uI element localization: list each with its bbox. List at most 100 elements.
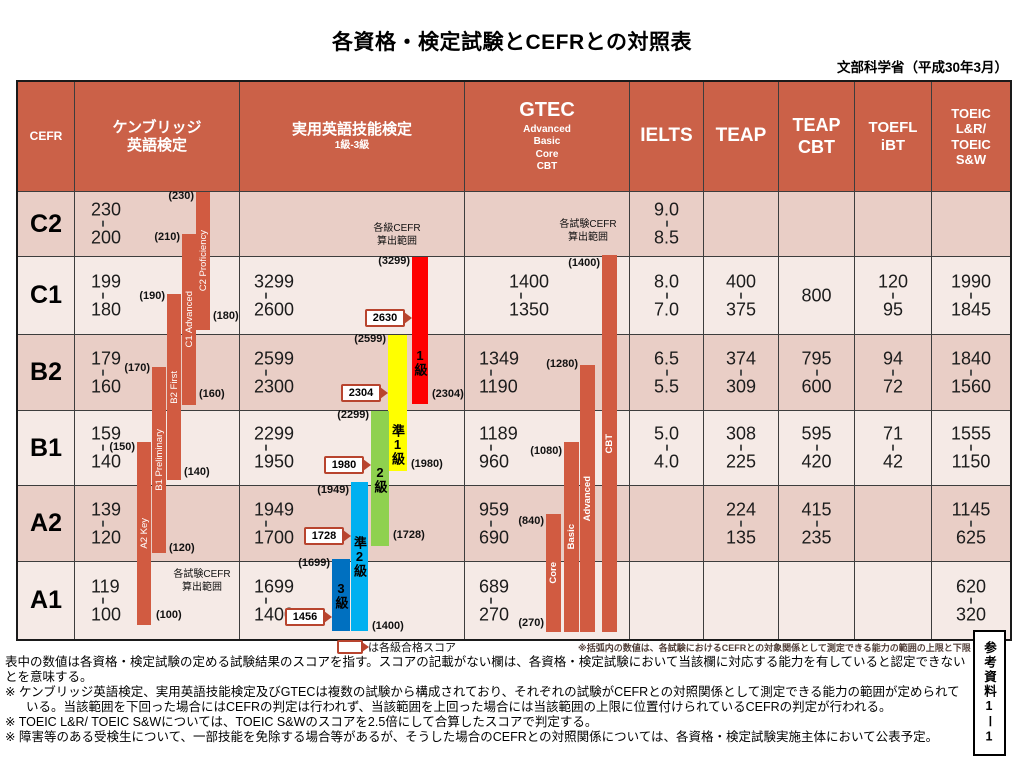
score-lo: 2600: [254, 299, 295, 320]
score-lo: 5.5: [653, 376, 680, 397]
bracket-mark: (170): [124, 362, 150, 374]
score-hi: 9.0: [653, 199, 680, 220]
bracket-mark: (1080): [530, 445, 562, 457]
score-lo: 120: [91, 527, 122, 548]
cell-teapcbt-a2: 415 235: [779, 486, 855, 562]
score-hi: 5.0: [653, 423, 680, 444]
score-lo: 235: [801, 527, 832, 548]
score-lo: 8.5: [653, 228, 680, 248]
footnote-line: ※ 障害等のある受検生について、一部技能を免除する場合等があるが、そうした場合の…: [5, 730, 939, 744]
pass-score-callout-pre1kyu: 2304: [341, 384, 381, 402]
pass-score-callout-2kyu: 1980: [324, 456, 364, 474]
score-hi: 959: [479, 499, 510, 520]
col-header-cambridge: ケンブリッジ 英語検定: [75, 82, 240, 192]
bar-eiken-2kyu: 2級: [371, 411, 389, 546]
score-lo: 1950: [254, 452, 295, 472]
score-lo: 1560: [950, 376, 992, 397]
cell-toefl-a1: [855, 562, 932, 639]
bracket-mark: (210): [154, 231, 180, 243]
bar-label: Core: [548, 562, 559, 584]
col-header-gtec: GTEC Advanced Basic Core CBT: [465, 82, 630, 192]
score-lo: 1350: [509, 299, 550, 320]
bracket-mark: (2599): [354, 333, 386, 345]
bar-label: 準1級: [390, 424, 405, 465]
score-lo: 320: [955, 604, 987, 625]
score-hi: 1840: [950, 348, 992, 369]
row-label-b1: B1: [18, 411, 75, 486]
pass-score-callout-pre2kyu: 1728: [304, 527, 344, 545]
bracket-mark: (270): [518, 617, 544, 629]
cell-toefl-c2: [855, 192, 932, 257]
score-hi: 1990: [950, 271, 992, 292]
bar-label: 2級: [372, 464, 388, 493]
score-lo: 375: [725, 299, 757, 320]
bracket-mark: (2299): [337, 409, 369, 421]
bracket-mark: (1280): [546, 358, 578, 370]
bar-gtec-advanced: Advanced: [580, 365, 595, 632]
score-lo: 960: [479, 452, 510, 472]
bracket-mark: (180): [213, 310, 239, 322]
score-lo: 1845: [950, 299, 992, 320]
score-lo: 225: [725, 452, 757, 472]
bracket-mark: (230): [168, 190, 194, 202]
cell-toefl-b1: 71 42: [855, 411, 932, 486]
cell-ielts-a1: [630, 562, 704, 639]
score-hi: 3299: [254, 271, 295, 292]
cell-teapcbt-c1: 800: [779, 257, 855, 335]
score-lo: 1700: [254, 527, 295, 548]
cell-toeic-c1: 1990 1845: [932, 257, 1010, 335]
header-label: CEFR: [29, 129, 63, 144]
score-lo: 200: [91, 228, 122, 248]
bar-label: 準2級: [352, 536, 367, 577]
row-label-a1: A1: [18, 562, 75, 639]
cell-ielts-b2: 6.5 5.5: [630, 335, 704, 411]
score-hi: 71: [882, 423, 904, 444]
bracket-mark: (2304): [432, 388, 464, 400]
col-header-ielts: IELTS: [630, 82, 704, 192]
score-lo: 160: [91, 376, 122, 397]
bar-label: A2 Key: [138, 518, 150, 549]
header-label: TEAP: [715, 125, 767, 147]
cell-teap-b2: 374 309: [704, 335, 779, 411]
score-hi: 1555: [950, 423, 992, 444]
score-hi: 120: [877, 271, 909, 292]
bar-cambridge-b1-preliminary: B1 Preliminary: [152, 367, 166, 553]
cell-teap-c2: [704, 192, 779, 257]
row-label-c2: C2: [18, 192, 75, 257]
bar-label: B2 First: [168, 370, 180, 404]
score-lo: 600: [801, 376, 832, 397]
cell-cambridge-c2: 230 200: [75, 192, 240, 257]
footnote-line: ※ ケンブリッジ英語検定、実用英語技能検定及びGTECは複数の試験から構成されて…: [5, 685, 960, 699]
cell-ielts-c2: 9.0 8.5: [630, 192, 704, 257]
score-hi: 595: [801, 423, 832, 444]
row-label-c1: C1: [18, 257, 75, 335]
score-hi: 1400: [509, 271, 550, 292]
bracket-mark: (150): [109, 441, 135, 453]
cell-cambridge-c1: 199 180: [75, 257, 240, 335]
score-hi: 620: [955, 576, 987, 597]
col-header-toeic: TOEIC L&R/ TOEIC S&W: [932, 82, 1010, 192]
score-lo: 309: [725, 376, 757, 397]
score-lo: 135: [725, 527, 757, 548]
header-sublabel: Advanced Basic Core CBT: [523, 123, 571, 173]
bracket-mark: (1400): [372, 620, 404, 632]
bar-cambridge-b2-first: B2 First: [167, 294, 181, 480]
score-hi: 139: [91, 499, 122, 520]
header-label: IELTS: [640, 125, 693, 147]
cell-teap-b1: 308 225: [704, 411, 779, 486]
score-lo: 95: [882, 299, 904, 320]
score-single: 800: [801, 285, 832, 305]
pass-score-legend-text: は各級合格スコア: [368, 642, 456, 654]
bracket-mark: (190): [139, 290, 165, 302]
bracket-mark: (1728): [393, 529, 425, 541]
score-hi: 308: [725, 423, 757, 444]
cell-teapcbt-a1: [779, 562, 855, 639]
score-lo: 72: [882, 376, 904, 397]
bar-cambridge-a2-key: A2 Key: [137, 442, 151, 625]
cell-toefl-c1: 120 95: [855, 257, 932, 335]
score-hi: 400: [725, 271, 757, 292]
score-hi: 415: [801, 499, 832, 520]
score-hi: 1349: [479, 348, 520, 369]
bar-cambridge-c2-proficiency: C2 Proficiency: [196, 192, 210, 330]
footnote-line: いる。当該範囲を下回った場合にはCEFRの判定は行われず、当該範囲を上回った場合…: [26, 700, 892, 714]
